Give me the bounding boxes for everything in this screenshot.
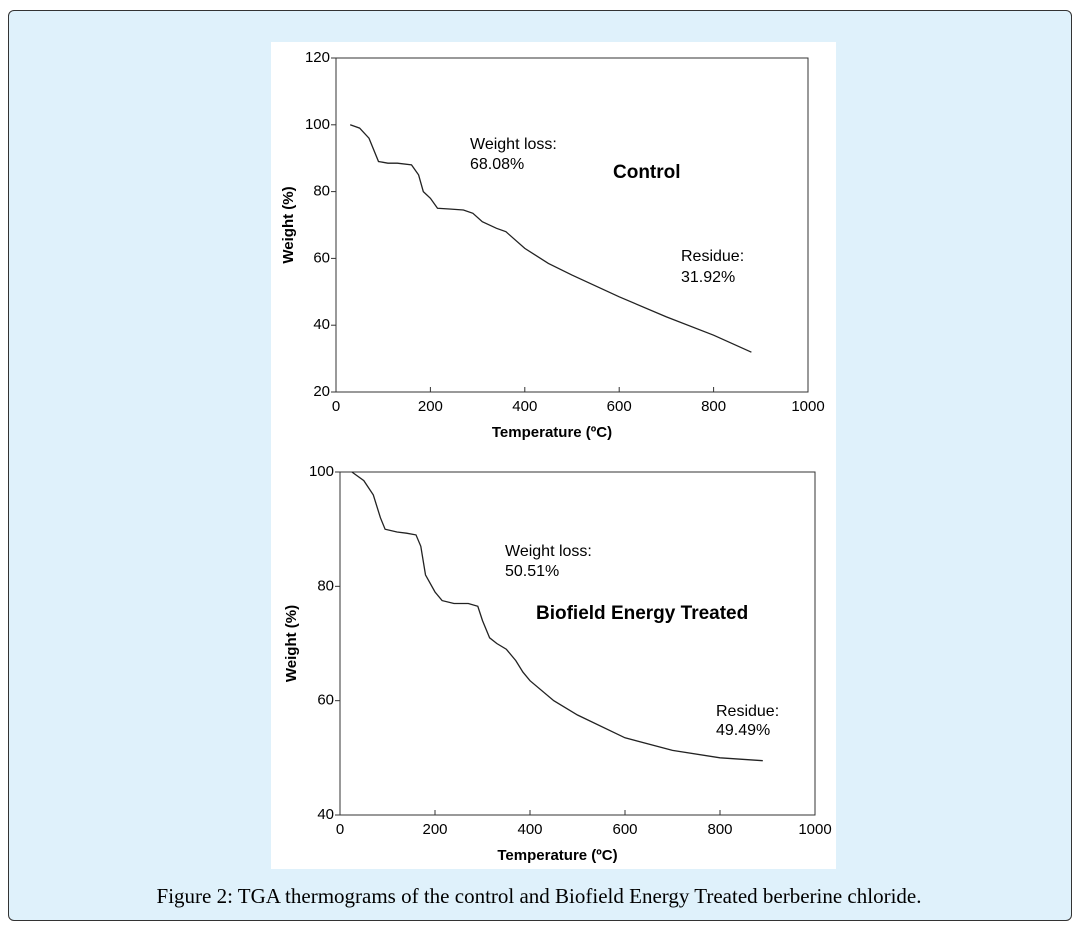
x-tick-label: 200	[422, 821, 447, 838]
x-tick-label: 400	[517, 821, 542, 838]
y-tick-label: 60	[313, 249, 330, 266]
x-axis-label: Temperature (ºC)	[492, 424, 612, 441]
y-tick-label: 20	[313, 383, 330, 400]
annotation: Weight loss:	[505, 543, 592, 560]
y-axis-label: Weight (%)	[283, 605, 300, 682]
annotation: 49.49%	[716, 722, 770, 739]
x-tick-label: 800	[707, 821, 732, 838]
y-tick-label: 60	[317, 692, 334, 709]
plot-frame	[339, 471, 816, 816]
y-tick-label: 40	[317, 806, 334, 823]
y-tick-label: 80	[317, 577, 334, 594]
x-tick-label: 400	[512, 398, 537, 415]
annotation: 31.92%	[681, 269, 735, 286]
x-axis-label: Temperature (ºC)	[497, 847, 617, 864]
x-tick-label: 1000	[798, 821, 831, 838]
x-tick-label: 600	[612, 821, 637, 838]
annotation: 50.51%	[505, 563, 559, 580]
series-label: Biofield Energy Treated	[536, 603, 748, 624]
x-tick-label: 800	[701, 398, 726, 415]
x-tick-label: 200	[418, 398, 443, 415]
y-tick-label: 120	[305, 49, 330, 66]
x-tick-label: 1000	[791, 398, 824, 415]
annotation: Weight loss:	[470, 136, 557, 153]
series-label: Control	[613, 162, 681, 183]
x-tick-label: 0	[336, 821, 344, 838]
y-axis-label: Weight (%)	[280, 186, 297, 263]
annotation: 68.08%	[470, 156, 524, 173]
y-tick-label: 40	[313, 316, 330, 333]
data-line	[351, 471, 763, 762]
plot-frame	[335, 57, 809, 393]
x-tick-label: 0	[332, 398, 340, 415]
data-line	[349, 124, 752, 353]
y-tick-label: 80	[313, 183, 330, 200]
y-tick-label: 100	[309, 463, 334, 480]
y-tick-label: 100	[305, 116, 330, 133]
figure-image	[271, 42, 836, 869]
caption: Figure 2: TGA thermograms of the control…	[157, 884, 922, 908]
annotation: Residue:	[681, 248, 744, 265]
annotation: Residue:	[716, 703, 779, 720]
x-tick-label: 600	[607, 398, 632, 415]
